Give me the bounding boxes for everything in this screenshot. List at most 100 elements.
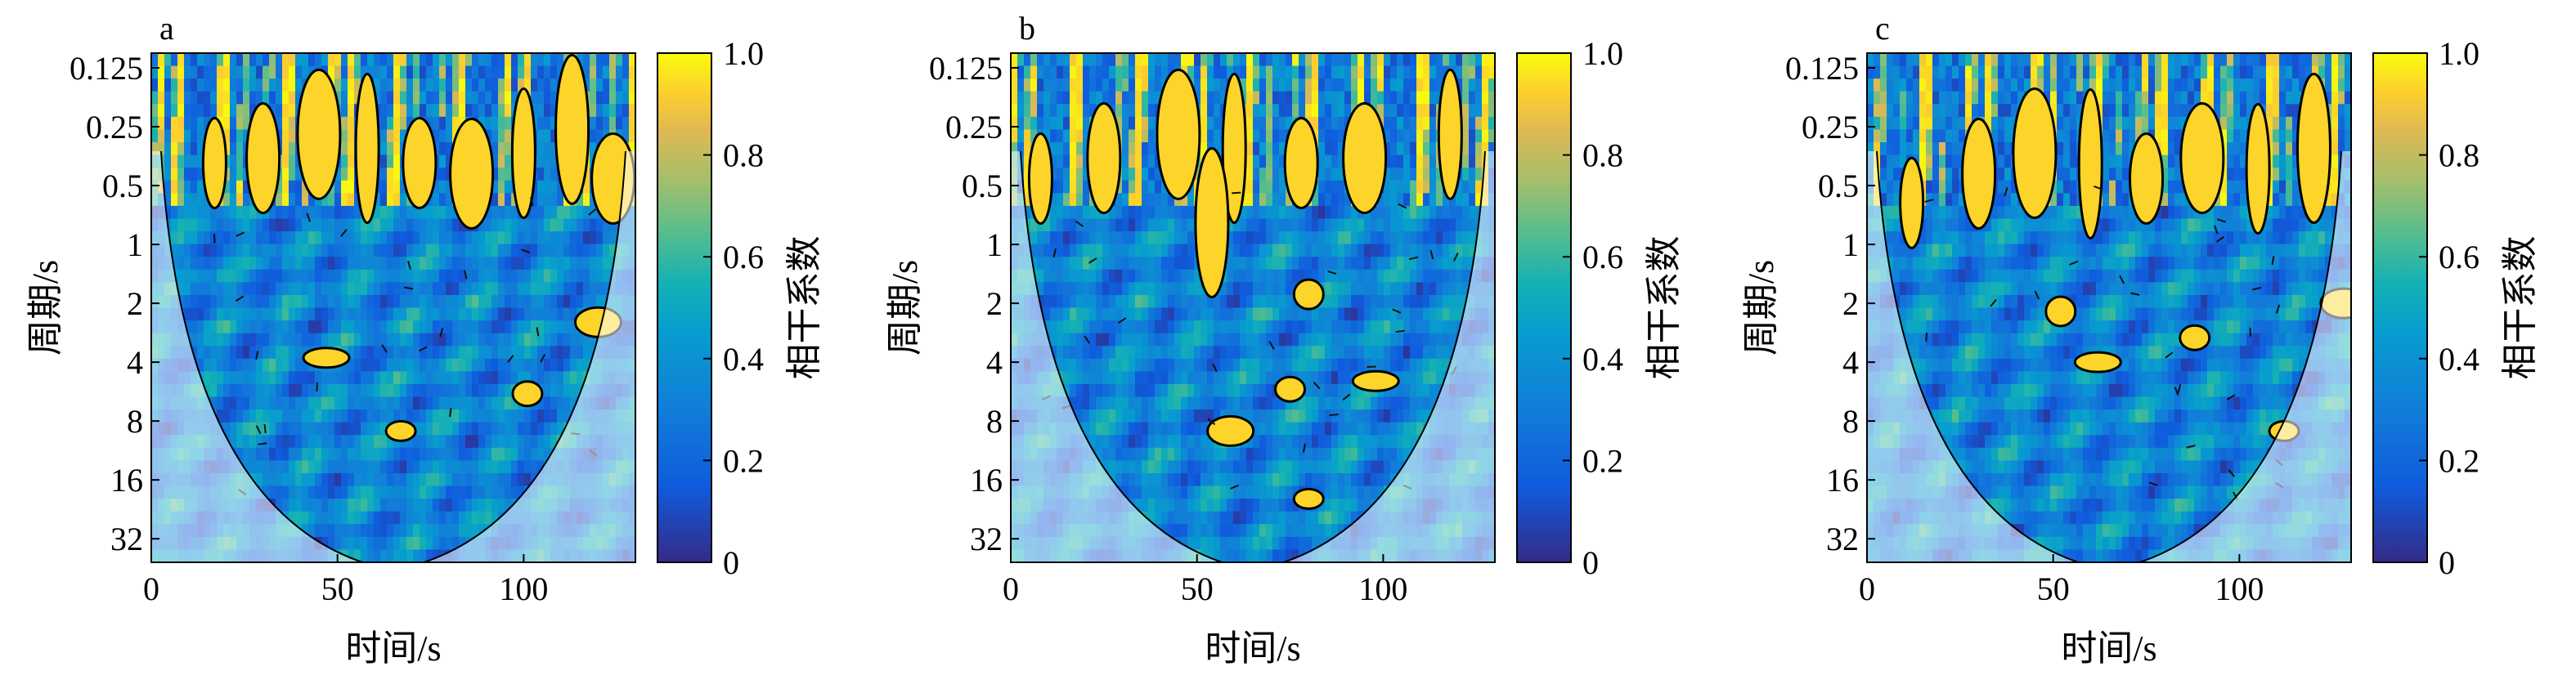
significant-region — [203, 119, 226, 208]
y-axis-label: 周期/s — [1741, 260, 1781, 356]
significant-region — [1294, 280, 1323, 309]
y-tick-label: 8 — [1842, 403, 1859, 440]
y-tick-label: 32 — [110, 521, 143, 557]
y-tick-label: 0.125 — [1785, 50, 1859, 87]
phase-arrow — [1367, 366, 1376, 367]
heatmap-field — [1867, 53, 2367, 570]
significant-region — [2130, 133, 2163, 223]
y-tick-label: 32 — [1826, 521, 1859, 557]
colorbar-tick-label: 1.0 — [1582, 35, 1623, 72]
x-axis-label: 时间/s — [2061, 629, 2156, 669]
colorbar-tick-label: 0.6 — [2439, 239, 2480, 275]
phase-arrow — [1330, 414, 1339, 415]
significant-region — [2075, 352, 2120, 372]
x-tick-label: 100 — [2215, 570, 2264, 607]
x-tick-label: 50 — [2037, 570, 2070, 607]
panel-letter: c — [1875, 10, 1890, 47]
y-tick-label: 4 — [127, 344, 143, 381]
colorbar-tick-label: 0.4 — [723, 341, 764, 378]
significant-region — [556, 55, 589, 204]
significant-region — [2013, 89, 2056, 218]
colorbar-tick-label: 0.6 — [1582, 239, 1623, 275]
colorbar-tick-label: 1.0 — [2439, 35, 2480, 72]
heatmap-field — [151, 53, 636, 570]
colorbar-tick-label: 0 — [1582, 544, 1599, 581]
y-tick-label: 0.25 — [945, 109, 1003, 145]
y-tick-label: 1 — [127, 226, 143, 263]
y-tick-label: 8 — [127, 403, 143, 440]
x-tick-label: 100 — [1358, 570, 1407, 607]
colorbar-tick-label: 0.6 — [723, 239, 764, 275]
y-tick-label: 0.5 — [1818, 168, 1859, 204]
y-axis-label: 周期/s — [25, 260, 65, 356]
y-tick-label: 0.25 — [1802, 109, 1859, 145]
significant-region — [1353, 371, 1398, 391]
phase-arrow — [1232, 193, 1241, 194]
significant-region — [2180, 325, 2210, 350]
colorbar-tick-label: 0.2 — [1582, 442, 1623, 479]
panel-letter: b — [1019, 10, 1035, 47]
colorbar — [657, 53, 711, 562]
significant-region — [403, 119, 436, 208]
colorbar-label: 相干系数 — [2500, 236, 2540, 380]
significant-region — [1029, 133, 1052, 223]
y-tick-label: 0.125 — [70, 50, 143, 87]
significant-region — [1088, 104, 1120, 213]
significant-region — [303, 348, 349, 368]
significant-region — [1438, 69, 1461, 199]
significant-region — [247, 104, 280, 213]
phase-arrow — [1926, 333, 1927, 342]
significant-region — [2297, 74, 2330, 223]
x-tick-label: 0 — [143, 570, 159, 607]
significant-region — [2046, 297, 2076, 326]
x-tick-label: 100 — [499, 570, 548, 607]
significant-region — [356, 74, 379, 223]
colorbar-tick-label: 0.4 — [1582, 341, 1623, 378]
significant-region — [451, 119, 493, 228]
colorbar-label: 相干系数 — [1644, 236, 1684, 380]
significant-region — [298, 69, 340, 199]
y-tick-label: 2 — [1842, 285, 1859, 322]
x-tick-label: 0 — [1003, 570, 1019, 607]
y-tick-label: 2 — [127, 285, 143, 322]
y-tick-label: 8 — [986, 403, 1003, 440]
x-tick-label: 0 — [1859, 570, 1875, 607]
x-axis-label: 时间/s — [345, 629, 441, 669]
colorbar-tick-label: 0.8 — [1582, 137, 1623, 174]
colorbar-tick-label: 0 — [723, 544, 739, 581]
significant-region — [2246, 104, 2269, 233]
x-tick-label: 50 — [1181, 570, 1214, 607]
significant-region — [386, 421, 415, 441]
significant-region — [1963, 119, 1995, 228]
significant-region — [1276, 377, 1305, 401]
significant-region — [2181, 104, 2224, 213]
y-tick-label: 0.125 — [929, 50, 1003, 87]
colorbar — [1517, 53, 1571, 562]
colorbar-tick-label: 0 — [2439, 544, 2455, 581]
heatmap-field — [1011, 53, 1496, 570]
significant-region — [1157, 69, 1200, 199]
panel-letter: a — [159, 10, 174, 47]
y-axis-label: 周期/s — [885, 260, 925, 356]
significant-region — [2079, 89, 2102, 238]
y-tick-label: 0.5 — [102, 168, 143, 204]
y-tick-label: 32 — [970, 521, 1003, 557]
significant-region — [1344, 104, 1386, 213]
y-tick-label: 16 — [970, 462, 1003, 499]
colorbar-tick-label: 0.2 — [2439, 442, 2480, 479]
x-tick-label: 50 — [321, 570, 354, 607]
significant-region — [1294, 489, 1323, 508]
y-tick-label: 4 — [1842, 344, 1859, 381]
y-tick-label: 0.5 — [962, 168, 1003, 204]
colorbar-tick-label: 0.8 — [723, 137, 764, 174]
y-tick-label: 16 — [1826, 462, 1859, 499]
significant-region — [513, 382, 542, 406]
phase-arrow — [1396, 331, 1405, 332]
phase-arrow — [214, 234, 215, 243]
y-tick-label: 16 — [110, 462, 143, 499]
x-axis-label: 时间/s — [1205, 629, 1300, 669]
